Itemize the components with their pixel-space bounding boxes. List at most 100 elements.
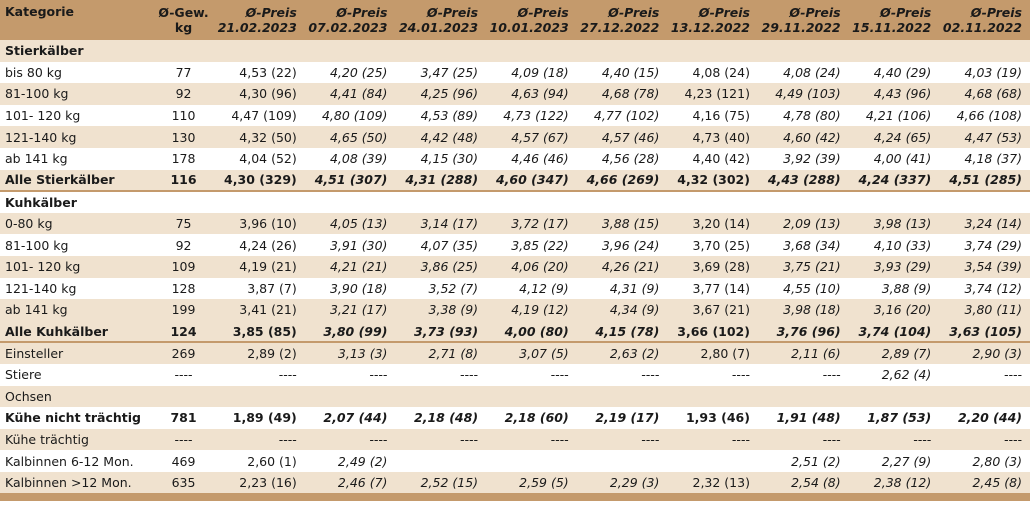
- price-cell: 3,85 (22): [511, 237, 569, 253]
- header-gewicht-line2: kg: [174, 20, 193, 35]
- header-preis-label: Ø-Preis: [789, 5, 841, 20]
- price-cell: ----: [641, 431, 660, 447]
- row-label: 121-140 kg: [5, 280, 77, 296]
- header-preis-label: Ø-Preis: [970, 5, 1022, 20]
- row-gewicht: 116: [170, 172, 197, 188]
- price-cell: 4,46 (46): [511, 151, 569, 167]
- header-date: 27.12.2022: [580, 20, 660, 35]
- price-cell: 4,30 (96): [239, 86, 297, 102]
- price-cell: 4,19 (21): [239, 259, 297, 275]
- row-label: Stierkälber: [5, 43, 84, 59]
- price-cell: 4,20 (25): [329, 64, 388, 80]
- price-cell: 3,70 (25): [692, 237, 750, 253]
- row-gewicht: 128: [171, 280, 196, 296]
- row-label: 0-80 kg: [5, 216, 53, 232]
- row-gewicht: 77: [175, 64, 192, 80]
- header-gewicht: Ø-Gew. kg: [153, 0, 214, 40]
- price-cell: 4,21 (106): [865, 108, 932, 124]
- price-cell: 4,40 (29): [873, 64, 932, 80]
- header-preis-col: Ø-Preis 24.01.2023: [395, 0, 486, 40]
- price-cell: 4,47 (53): [964, 129, 1022, 145]
- price-cell: 4,15 (30): [420, 151, 479, 167]
- price-cell: 4,51 (285): [949, 172, 1022, 188]
- header-preis-label: Ø-Preis: [608, 5, 660, 20]
- price-cell: [577, 450, 668, 472]
- price-cell: 1,91 (48): [776, 410, 841, 426]
- table-row: 101- 120 kg 110 4,47 (109) 4,80 (109) 4,53 (…: [0, 104, 1030, 127]
- price-cell: ----: [369, 367, 388, 383]
- table-row: 81-100 kg 92 4,30 (96) 4,41 (84) 4,25 (96) 4,…: [0, 83, 1030, 105]
- table-row: Kuhkälber: [0, 191, 1030, 213]
- price-cell: [849, 40, 940, 62]
- price-cell: 4,56 (28): [601, 151, 660, 167]
- price-cell: 2,52 (15): [420, 475, 479, 491]
- price-cell: 4,57 (67): [511, 129, 569, 145]
- row-gewicht: 635: [171, 475, 196, 491]
- price-cell: 2,89 (2): [247, 346, 297, 362]
- header-preis-col: Ø-Preis 29.11.2022: [758, 0, 849, 40]
- table-row: ab 141 kg 199 3,41 (21) 3,21 (17) 3,38 (9) 4,…: [0, 299, 1030, 321]
- table-row: Alle Kuhkälber 124 3,85 (85) 3,80 (99) 3,73 …: [0, 320, 1030, 343]
- header-preis-label: Ø-Preis: [336, 5, 388, 20]
- row-gewicht: ----: [174, 367, 193, 383]
- price-cell: 4,49 (103): [775, 86, 841, 102]
- price-cell: 4,43 (96): [873, 86, 932, 102]
- price-cell: 4,30 (329): [224, 172, 297, 188]
- row-label: Einsteller: [5, 346, 64, 362]
- price-cell: [486, 191, 577, 213]
- price-cell: 4,78 (80): [783, 108, 841, 124]
- price-cell: 4,32 (50): [239, 129, 297, 145]
- header-date: 29.11.2022: [761, 20, 841, 35]
- price-cell: 2,20 (44): [957, 410, 1022, 426]
- price-cell: ----: [1003, 431, 1022, 447]
- price-cell: ----: [822, 367, 841, 383]
- price-cell: 2,27 (9): [881, 453, 932, 469]
- price-cell: 2,23 (16): [239, 475, 297, 491]
- price-cell: 3,87 (7): [247, 280, 297, 296]
- table-row: Alle Stierkälber 116 4,30 (329) 4,51 (307) 4…: [0, 169, 1030, 192]
- price-cell: [758, 40, 849, 62]
- row-label: bis 80 kg: [5, 64, 62, 80]
- header-preis-col: Ø-Preis 27.12.2022: [577, 0, 668, 40]
- price-cell: 3,47 (25): [420, 64, 479, 80]
- price-cell: 4,08 (24): [783, 64, 841, 80]
- price-cell: 3,52 (7): [428, 280, 479, 296]
- price-cell: 4,73 (122): [503, 108, 569, 124]
- price-cell: [667, 450, 758, 472]
- header-date: 10.01.2023: [489, 20, 569, 35]
- header-preis-label: Ø-Preis: [517, 5, 569, 20]
- price-cell: [214, 191, 305, 213]
- price-cell: 1,89 (49): [232, 410, 297, 426]
- price-cell: 4,80 (109): [321, 108, 388, 124]
- price-cell: 4,66 (108): [956, 108, 1022, 124]
- row-label: Kalbinnen >12 Mon.: [5, 475, 132, 491]
- row-gewicht: 75: [175, 216, 192, 232]
- price-cell: [849, 191, 940, 213]
- table-row: Stierkälber: [0, 40, 1030, 62]
- row-label: 101- 120 kg: [5, 259, 81, 275]
- price-cell: 2,89 (7): [881, 346, 932, 362]
- row-gewicht: 109: [171, 259, 196, 275]
- row-label: Alle Stierkälber: [5, 172, 115, 188]
- price-cell: [395, 191, 486, 213]
- row-label: 121-140 kg: [5, 129, 77, 145]
- price-cell: 2,71 (8): [428, 346, 479, 362]
- row-gewicht: 269: [171, 346, 196, 362]
- price-cell: 1,87 (53): [867, 410, 932, 426]
- price-cell: ----: [822, 431, 841, 447]
- price-cell: 4,23 (121): [684, 86, 750, 102]
- row-gewicht: [153, 191, 214, 213]
- row-label: 81-100 kg: [5, 237, 69, 253]
- header-date: 15.11.2022: [852, 20, 932, 35]
- price-cell: [667, 386, 758, 408]
- price-cell: 4,03 (19): [964, 64, 1022, 80]
- price-cell: 4,73 (40): [692, 129, 750, 145]
- price-cell: 3,73 (93): [414, 323, 479, 339]
- row-gewicht: 781: [170, 410, 197, 426]
- header-preis-col: Ø-Preis 02.11.2022: [939, 0, 1030, 40]
- price-cell: 4,47 (109): [231, 108, 297, 124]
- price-cell: 3,20 (14): [692, 216, 750, 232]
- price-cell: 4,63 (94): [511, 86, 569, 102]
- price-cell: 4,24 (337): [858, 172, 932, 188]
- price-cell: 4,26 (21): [601, 259, 660, 275]
